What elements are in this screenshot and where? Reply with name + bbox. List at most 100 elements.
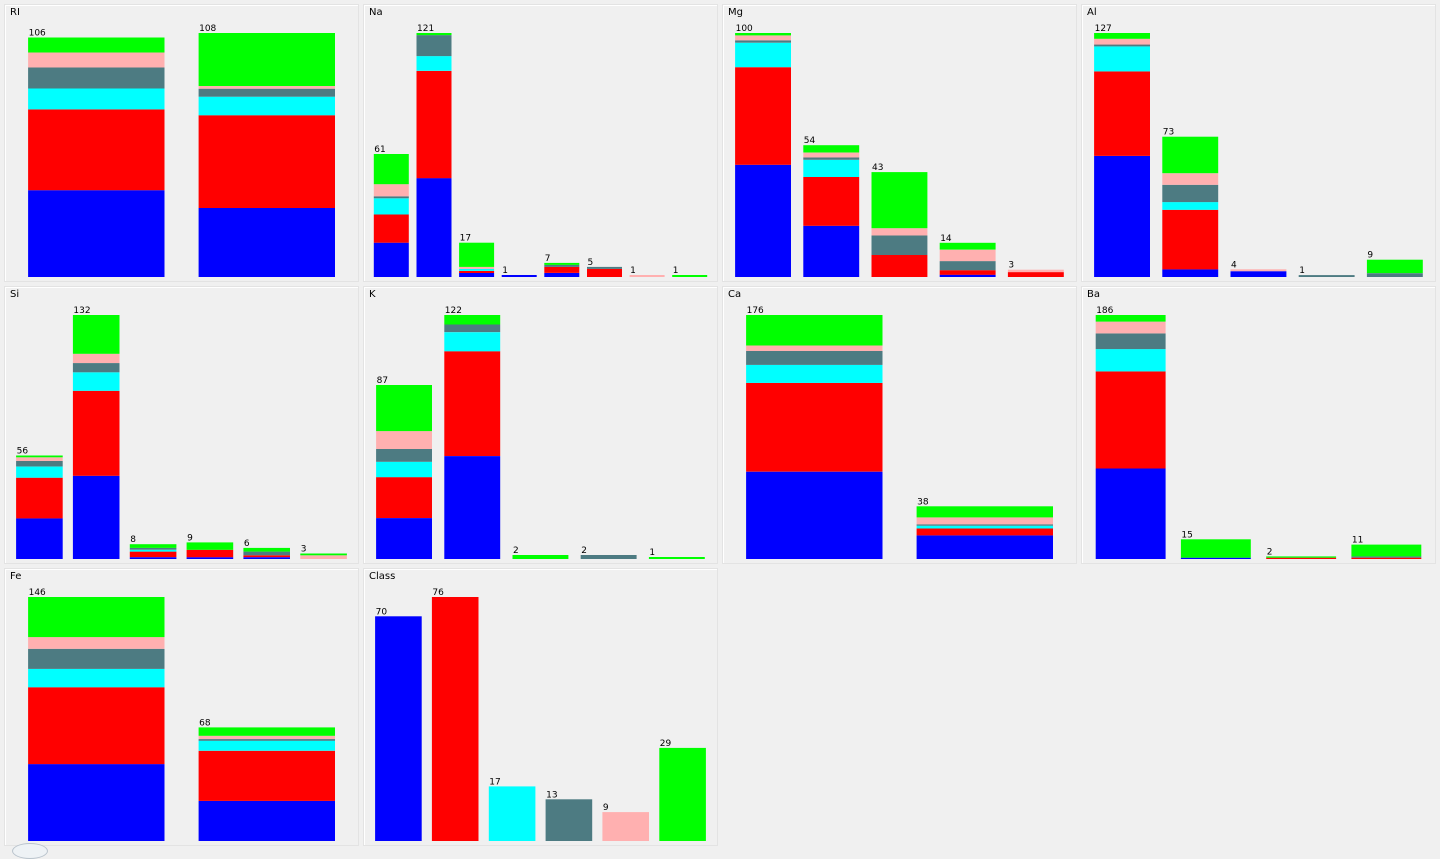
bar-segment [1007, 269, 1064, 273]
bar-segment [300, 553, 347, 556]
bar-segment [916, 525, 1053, 529]
bar-segment [587, 266, 622, 269]
histogram-panel-fe: Fe 146 68 [4, 568, 359, 846]
histogram-panel-ri: RI 106 108 [4, 4, 359, 282]
bar-segment [198, 96, 335, 116]
bar-count-label: 14 [940, 234, 952, 244]
bar-count-label: 100 [736, 24, 753, 34]
bar-segment [28, 190, 165, 277]
bar-segment [939, 274, 996, 277]
bar-segment [939, 249, 996, 262]
bar-count-label: 70 [376, 607, 388, 617]
bar-segment [939, 261, 996, 271]
bar-segment [916, 535, 1053, 559]
bar-count-label: 1 [649, 548, 655, 558]
bar-segment [28, 52, 165, 68]
histogram-panel-class: Class 70 76 17 13 9 29 [363, 568, 718, 846]
histogram-panel-al: Al 127 73 4 1 9 [1081, 4, 1436, 282]
bar-segment [72, 475, 120, 559]
bar-segment [198, 727, 335, 736]
bar-count-label: 3 [1008, 261, 1014, 271]
bar-segment [129, 557, 177, 559]
bar-count-label: 13 [546, 790, 557, 800]
bar-segment [871, 172, 928, 229]
bar-segment [735, 164, 791, 277]
bar-segment [1094, 71, 1150, 156]
bar-segment [198, 735, 335, 739]
bar-segment [803, 157, 860, 160]
bar-segment [28, 648, 165, 669]
bar-segment [28, 687, 165, 765]
bar-segment [376, 518, 432, 559]
bar-segment [459, 266, 495, 269]
bar-segment [376, 449, 432, 462]
bar-segment [28, 637, 165, 649]
bar-segment [459, 273, 495, 277]
bar-segment [198, 115, 335, 208]
bar-segment [580, 555, 637, 559]
bar-segment [198, 86, 335, 89]
bar-segment [373, 242, 409, 277]
bar-segment [939, 242, 996, 250]
bar-segment [243, 557, 290, 559]
bar-segment [198, 800, 335, 841]
bar-count-label: 146 [29, 588, 46, 598]
bar-segment [501, 275, 537, 277]
bar-segment [373, 184, 409, 197]
bar-segment [1351, 556, 1422, 558]
bar-segment [16, 455, 63, 458]
bar-segment [871, 235, 928, 255]
bar-count-label: 38 [917, 497, 929, 507]
bar-segment [803, 225, 860, 277]
histogram-chart-class: 70 76 17 13 9 29 [375, 588, 706, 841]
panel-title-al: Al [1087, 7, 1097, 18]
bar-segment [803, 152, 860, 158]
panel-title-k: K [369, 289, 376, 300]
bar-segment [16, 466, 63, 478]
bar-count-label: 54 [804, 136, 816, 146]
bar-segment [129, 547, 177, 550]
bar-count-label: 1 [673, 266, 679, 276]
bar-segment [198, 88, 335, 97]
bar-count-label: 8 [130, 535, 136, 545]
bar-segment [916, 524, 1053, 526]
bar-count-label: 15 [1181, 530, 1192, 540]
bar-segment [186, 549, 234, 558]
bar-count-label: 186 [1096, 306, 1113, 316]
bar-segment [1094, 38, 1150, 45]
bar-segment [735, 40, 791, 43]
bar-count-label: 176 [747, 306, 764, 316]
bar-segment [444, 324, 501, 333]
bar-segment [1095, 371, 1166, 469]
bar-segment [28, 668, 165, 688]
bar-segment [735, 67, 791, 165]
histogram-panel-ca: Ca 176 38 [722, 286, 1077, 564]
scroll-nub-control[interactable] [12, 843, 48, 859]
bar-segment [1007, 272, 1064, 277]
panel-title-class: Class [369, 571, 396, 582]
bar-segment [803, 159, 860, 177]
panel-title-ca: Ca [728, 289, 742, 300]
bar-segment [376, 461, 432, 478]
bar-count-label: 121 [417, 24, 434, 34]
bar-segment [746, 345, 883, 351]
bar-segment [28, 764, 165, 841]
bar-count-label: 1 [502, 266, 508, 276]
bar-segment [16, 461, 63, 467]
bar-segment [1351, 557, 1422, 559]
bar-segment [746, 315, 883, 346]
bar-segment [375, 616, 422, 841]
bar-segment [871, 228, 928, 236]
bar-count-label: 5 [588, 258, 594, 268]
bar-segment [198, 750, 335, 801]
bar-segment [376, 385, 432, 432]
bar-segment [1095, 333, 1166, 350]
bar-segment [1094, 44, 1150, 47]
bar-segment [373, 214, 409, 243]
bar-segment [1230, 271, 1287, 277]
bar-segment [1351, 544, 1422, 557]
bar-segment [459, 271, 495, 273]
histogram-panel-k: K 87 122 2 2 1 [363, 286, 718, 564]
